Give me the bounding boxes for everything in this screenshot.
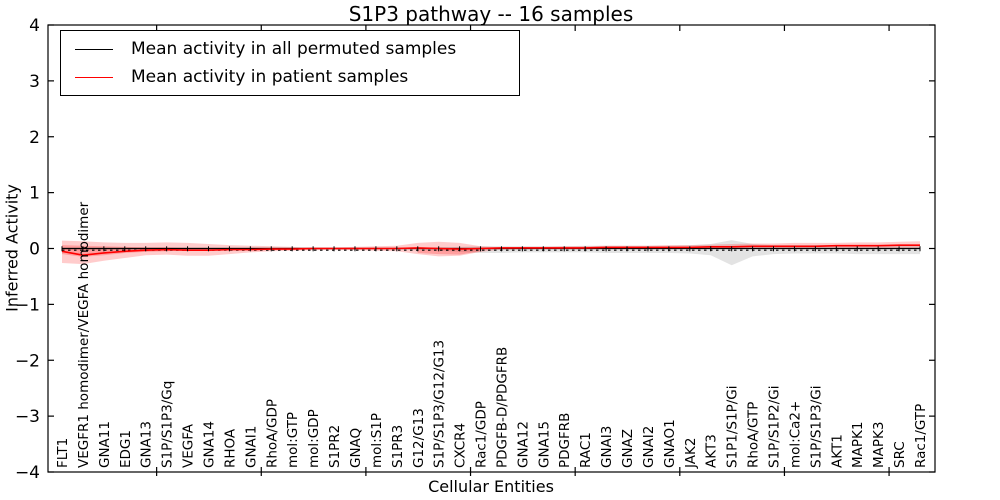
x-category-label: G12/G13	[411, 408, 427, 468]
y-tick-label: 1	[29, 184, 40, 204]
y-tick-label: 3	[29, 72, 40, 92]
x-category-label: GNAI3	[599, 426, 615, 468]
x-category-label: GNAZ	[620, 429, 636, 468]
x-category-label: AKT1	[829, 434, 845, 468]
y-tick-label: −1	[15, 295, 40, 315]
x-category-label: MAPK1	[850, 422, 866, 468]
y-tick-label: 0	[29, 240, 40, 260]
x-category-label: VEGFR1 homodimer/VEGFA homodimer	[76, 201, 92, 468]
legend-line-sample-red	[75, 76, 113, 78]
y-tick-label: −3	[15, 407, 40, 427]
x-category-label: mol:GDP	[306, 409, 322, 468]
x-category-label: CXCR4	[453, 423, 469, 468]
x-category-label: S1PR3	[390, 425, 406, 468]
x-category-label: GNA14	[201, 421, 217, 468]
axes-group: 4 3 2 1 0 −1 −2 −3 −4	[15, 16, 936, 483]
x-category-label: Rac1/GTP	[913, 404, 929, 468]
chart-title: S1P3 pathway -- 16 samples	[348, 2, 634, 26]
legend-label-patient: Mean activity in patient samples	[131, 67, 409, 87]
patient-mean-line	[61, 244, 920, 257]
legend-entry-permuted: Mean activity in all permuted samples	[61, 39, 519, 59]
x-category-label: GNAI1	[243, 426, 259, 468]
x-category-label: S1P/S1P3/Gq	[160, 381, 176, 468]
x-category-label: Rac1/GDP	[474, 401, 490, 468]
x-category-label: mol:Ca2+	[787, 401, 803, 468]
patient-samples-inner-range-band	[417, 249, 481, 255]
x-category-label: GNA15	[536, 421, 552, 468]
x-category-label: GNA11	[97, 421, 113, 468]
legend-label-permuted: Mean activity in all permuted samples	[131, 39, 457, 59]
x-category-label: S1PR2	[327, 425, 343, 468]
x-category-label: S1P/S1P2/Gi	[767, 386, 783, 469]
x-category-label: GNA12	[515, 421, 531, 468]
x-category-label: S1P/S1P3/Gi	[808, 386, 824, 469]
x-category-label: mol:GTP	[285, 412, 301, 468]
legend-line-sample-black	[75, 48, 113, 50]
x-category-label: GNA13	[139, 421, 155, 468]
x-category-label: GNAQ	[348, 428, 364, 468]
y-tick-label: 2	[29, 128, 40, 148]
x-category-label: RHOA	[222, 428, 238, 468]
x-category-label: S1P1/S1P/Gi	[725, 386, 741, 469]
y-tick-label: −4	[15, 463, 40, 483]
x-axis-label: Cellular Entities	[428, 477, 554, 496]
x-category-label: GNAI2	[641, 426, 657, 468]
x-category-label: EDG1	[118, 430, 134, 468]
y-tick-label: −2	[15, 351, 40, 371]
x-category-label: VEGFA	[181, 423, 197, 468]
y-tick-label: 4	[29, 16, 40, 36]
x-category-label: SRC	[892, 441, 908, 468]
x-category-label: MAPK3	[871, 422, 887, 468]
x-category-label: RhoA/GDP	[264, 399, 280, 468]
x-category-label: RhoA/GTP	[746, 402, 762, 468]
x-category-label: FLT1	[55, 438, 71, 468]
x-category-label: RAC1	[578, 432, 594, 468]
bands-group	[62, 240, 920, 266]
legend-entry-patient: Mean activity in patient samples	[61, 67, 519, 87]
x-category-label: mol:S1P	[369, 413, 385, 468]
lines-group	[61, 244, 921, 257]
x-category-label: GNAO1	[662, 419, 678, 468]
x-category-label: PDGFRB	[557, 413, 573, 468]
legend-box: Mean activity in all permuted samples Me…	[60, 30, 520, 96]
x-category-label: JAK2	[683, 438, 699, 469]
x-category-label: PDGFB-D/PDGFRB	[494, 347, 510, 468]
y-axis-label: Inferred Activity	[2, 184, 22, 312]
x-category-label: AKT3	[704, 434, 720, 468]
x-category-label: S1P/S1P3/G12/G13	[432, 340, 448, 468]
x-category-labels-group: FLT1 VEGFR1 homodimer/VEGFA homodimer GNA1…	[55, 201, 929, 469]
